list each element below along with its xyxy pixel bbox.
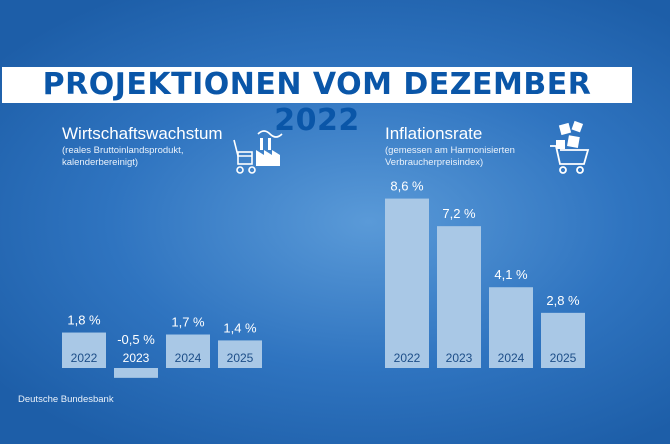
- inflation-category-label: 2024: [498, 351, 525, 365]
- growth-bar-2022: [62, 332, 106, 368]
- growth-bar-2024: [166, 334, 210, 368]
- source-label: Deutsche Bundesbank: [18, 394, 114, 405]
- growth-category-label: 2023: [123, 351, 150, 365]
- growth-chart-title: Wirtschaftswachstum: [62, 124, 223, 143]
- inflation-value-label: 7,2 %: [442, 206, 476, 221]
- inflation-category-label: 2022: [394, 351, 421, 365]
- growth-value-label: -0,5 %: [117, 332, 155, 347]
- inflation-chart-subtitle: (gemessen am Harmonisierten Verbraucherp…: [385, 145, 515, 168]
- growth-category-label: 2024: [175, 351, 202, 365]
- inflation-bar-2023: [437, 226, 481, 368]
- inflation-value-label: 2,8 %: [546, 293, 580, 308]
- shopping-cart-icon: [550, 120, 590, 174]
- inflation-value-label: 8,6 %: [390, 179, 424, 194]
- banner-title: PROJEKTIONEN VOM DEZEMBER 2022: [2, 67, 632, 138]
- inflation-chart-title: Inflationsrate: [385, 124, 483, 143]
- inflation-bar-2024: [489, 287, 533, 368]
- growth-bar-2023: [114, 368, 158, 378]
- inflation-value-label: 4,1 %: [494, 267, 528, 282]
- factory-cart-icon: [233, 130, 283, 174]
- growth-value-label: 1,7 %: [171, 315, 205, 330]
- growth-category-label: 2025: [227, 351, 254, 365]
- inflation-bar-2022: [385, 198, 429, 368]
- growth-chart-subtitle: (reales Bruttoinlandsprodukt, kalenderbe…: [62, 145, 184, 168]
- inflation-category-label: 2023: [446, 351, 473, 365]
- growth-bar-2025: [218, 340, 262, 368]
- growth-value-label: 1,4 %: [223, 320, 257, 335]
- inflation-bar-2025: [541, 312, 585, 368]
- growth-value-label: 1,8 %: [67, 313, 101, 328]
- inflation-category-label: 2025: [550, 351, 577, 365]
- growth-category-label: 2022: [71, 351, 98, 365]
